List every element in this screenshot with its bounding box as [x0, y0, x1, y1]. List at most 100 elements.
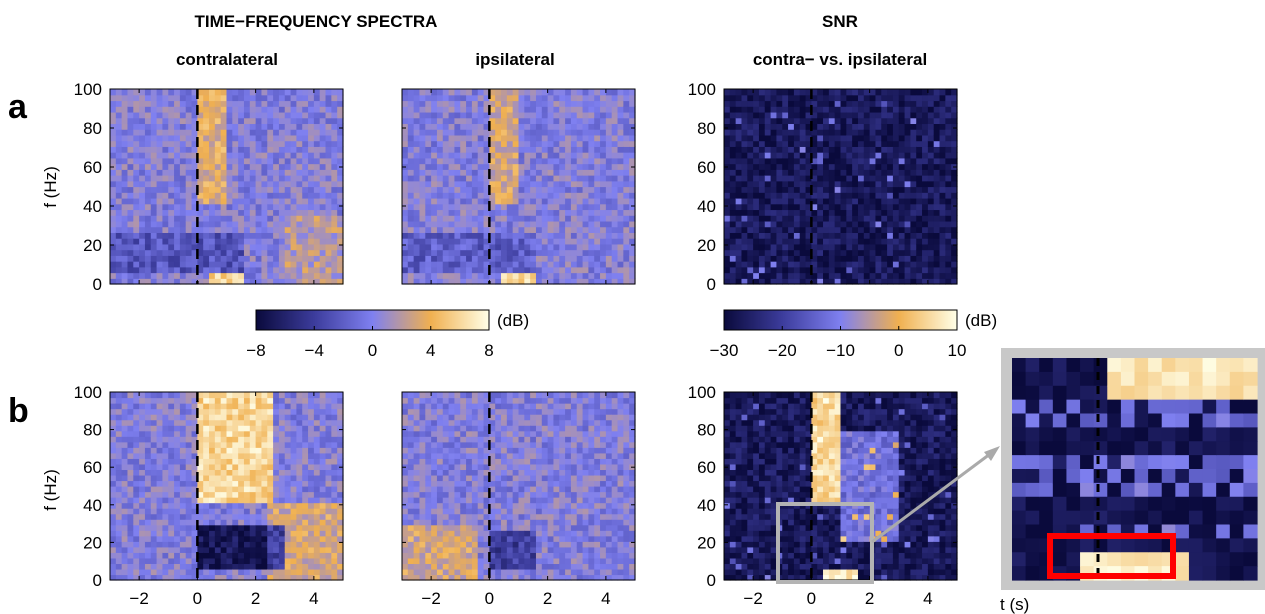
heatmap-cell [576, 100, 584, 107]
heatmap-cell [337, 261, 344, 268]
heatmap-cell [846, 146, 853, 153]
y-tick-label: 100 [74, 80, 102, 99]
heatmap-cell [846, 140, 853, 147]
heatmap-cell [168, 226, 175, 233]
heatmap-cell [214, 463, 222, 471]
heatmap-cell [922, 100, 929, 107]
heatmap-cell [887, 152, 894, 159]
heatmap-cell [570, 266, 578, 274]
heatmap-cell [243, 157, 251, 165]
heatmap-cell [951, 180, 958, 188]
heatmap-cell [582, 266, 589, 274]
heatmap-cell [249, 94, 257, 102]
heatmap-cell [442, 232, 450, 239]
heatmap-cell [460, 111, 467, 119]
heatmap-cell [442, 215, 450, 222]
heatmap-cell [243, 215, 251, 222]
heatmap-cell [460, 272, 467, 279]
heatmap-cell [110, 146, 117, 153]
heatmap-cell [565, 163, 572, 170]
heatmap-cell [512, 278, 520, 285]
heatmap-cell [150, 232, 158, 239]
heatmap-cell [535, 272, 543, 279]
heatmap-cell [735, 249, 743, 256]
heatmap-cell [436, 197, 444, 205]
heatmap-cell [753, 129, 760, 136]
heatmap-cell [489, 215, 496, 222]
heatmap-cell [811, 203, 818, 211]
heatmap-cell [150, 474, 158, 482]
heatmap-cell [243, 192, 251, 199]
heatmap-cell [454, 157, 461, 165]
heatmap-cell [220, 272, 228, 279]
heatmap-cell [793, 272, 801, 279]
heatmap-cell [267, 272, 274, 279]
heatmap-cell [588, 278, 595, 285]
heatmap-cell [448, 123, 456, 130]
heatmap-cell [495, 203, 502, 211]
heatmap-cell [530, 232, 537, 239]
heatmap-cell [150, 546, 158, 553]
heatmap-cell [834, 249, 842, 256]
heatmap-cell [150, 574, 158, 581]
heatmap-cell [547, 152, 555, 159]
heatmap-cell [431, 192, 438, 199]
heatmap-cell [185, 502, 193, 509]
heatmap-cell [782, 117, 789, 125]
heatmap-cell [238, 524, 245, 531]
heatmap-cell [793, 123, 801, 130]
heatmap-cell [939, 197, 946, 205]
heatmap-cell [197, 524, 204, 531]
heatmap-cell [413, 134, 421, 142]
heatmap-cell [144, 255, 152, 262]
heatmap-cell [214, 100, 222, 107]
heatmap-cell [927, 209, 935, 216]
heatmap-cell [179, 220, 187, 228]
heatmap-cell [764, 261, 772, 268]
heatmap-cell [133, 175, 140, 182]
heatmap-cell [483, 272, 490, 279]
heatmap-cell [220, 557, 228, 565]
heatmap-cell [407, 146, 415, 153]
heatmap-cell [535, 197, 543, 205]
heatmap-cell [203, 192, 210, 199]
heatmap-cell [535, 209, 543, 216]
heatmap-cell [179, 129, 187, 136]
heatmap-cell [582, 94, 589, 102]
heatmap-cell [150, 140, 158, 147]
heatmap-cell [226, 524, 233, 531]
heatmap-cell [892, 169, 900, 176]
heatmap-cell [255, 243, 263, 251]
heatmap-cell [547, 255, 555, 262]
heatmap-cell [133, 106, 140, 113]
heatmap-cell [782, 266, 789, 274]
heatmap-cell [110, 117, 117, 125]
heatmap-cell [313, 209, 321, 216]
heatmap-cell [203, 436, 210, 443]
heatmap-cell [220, 175, 228, 182]
heatmap-cell [255, 197, 263, 205]
heatmap-cell [524, 106, 531, 113]
heatmap-cell [226, 469, 233, 476]
heatmap-cell [436, 129, 444, 136]
heatmap-cell [150, 261, 158, 268]
heatmap-cell [197, 519, 204, 526]
heatmap-cell [162, 123, 169, 130]
heatmap-cell [214, 249, 222, 256]
heatmap-cell [729, 249, 737, 256]
heatmap-cell [431, 238, 438, 245]
heatmap-cell [477, 255, 485, 262]
heatmap-cell [232, 452, 239, 459]
heatmap-cell [197, 152, 204, 159]
heatmap-cell [313, 261, 321, 268]
heatmap-cell [898, 117, 906, 125]
heatmap-cell [203, 392, 210, 399]
heatmap-cell [629, 203, 636, 211]
heatmap-cell [747, 180, 754, 188]
heatmap-cell [243, 226, 251, 233]
heatmap-cell [127, 180, 134, 188]
heatmap-cell [302, 163, 309, 170]
heatmap-cell [238, 243, 245, 251]
heatmap-cell [951, 186, 958, 193]
